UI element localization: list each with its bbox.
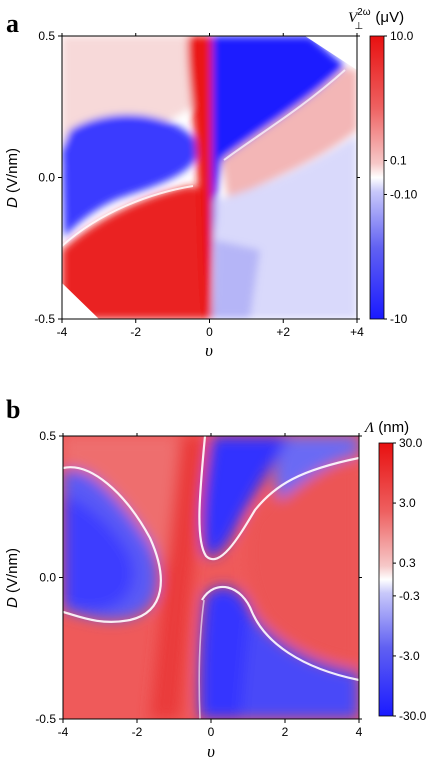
panel-a-colorbar-title: V2ω ⊥ (μV) — [348, 7, 404, 32]
panel-a-ylabel: D (V/nm) — [4, 148, 21, 208]
panel-b-xtick-label: 4 — [356, 725, 363, 739]
panel-b-colorbar-tick-label: 3.0 — [399, 496, 416, 510]
panel-b-colorbar-tick-label: 0.3 — [399, 556, 416, 570]
panel-a-xlabel: υ — [205, 341, 213, 360]
panel-a-colorbar-tick-label: 10.0 — [390, 29, 414, 43]
panel-b-xlabel: υ — [207, 742, 215, 761]
panel-a-colorbar — [369, 35, 385, 320]
panel-b-letter: b — [6, 395, 20, 424]
panel-a-colorbar-tick-label: -10 — [390, 312, 408, 326]
panel-b-ylabel: D (V/nm) — [4, 548, 21, 608]
panel-a-corner-cut — [62, 283, 99, 319]
panel-a-xtick-label: -4 — [57, 325, 68, 339]
panel-b-xtick-label: -2 — [132, 725, 143, 739]
panel-b-heatmap — [63, 436, 359, 719]
panel-a-corner-cut — [305, 36, 357, 70]
panel-a-heatmap — [62, 36, 357, 319]
panel-a-colorbar-tick-label: 0.1 — [390, 154, 407, 168]
panel-b-colorbar-tick-label: -30.0 — [399, 709, 427, 723]
panel-a-xtick-label: +2 — [276, 325, 290, 339]
panel-b-colorbar-tick-label: -0.3 — [399, 589, 420, 603]
panel-a-xtick-label: -2 — [130, 325, 141, 339]
panel-b: b — [4, 395, 427, 761]
panel-b-colorbar-tick-label: -3.0 — [399, 649, 420, 663]
panel-a-ytick-label: 0.0 — [38, 171, 55, 185]
panel-b-ytick-label: -0.5 — [35, 712, 56, 726]
panel-a-letter: a — [6, 9, 19, 38]
panel-b-xtick-label: 0 — [208, 725, 215, 739]
panel-a-ytick-label: 0.5 — [38, 29, 55, 43]
panel-b-xtick-label: 2 — [282, 725, 289, 739]
panel-b-colorbar — [378, 442, 394, 717]
panel-b-colorbar-tick-label: 30.0 — [399, 436, 423, 450]
panel-a-ytick-label: -0.5 — [34, 312, 55, 326]
panel-a: a — [4, 7, 418, 360]
panel-b-ytick-label: 0.0 — [39, 571, 56, 585]
panel-a-xtick-label: 0 — [206, 325, 213, 339]
panel-b-ytick-label: 0.5 — [39, 429, 56, 443]
panel-b-xtick-label: -4 — [58, 725, 69, 739]
panel-b-colorbar-title: Λ (nm) — [363, 419, 409, 436]
panel-a-colorbar-tick-label: -0.10 — [390, 187, 418, 201]
panel-a-xtick-label: +4 — [350, 325, 364, 339]
